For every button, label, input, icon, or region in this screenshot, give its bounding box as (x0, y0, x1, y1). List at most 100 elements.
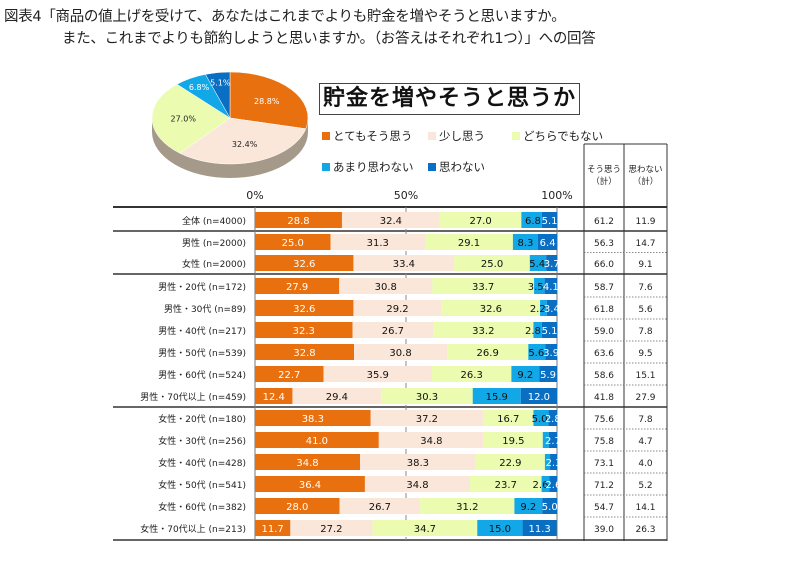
bar-segment-1 (323, 366, 432, 382)
category-label: 男性・40代 (n=217) (158, 325, 246, 337)
bar-data-label: 28.8 (287, 216, 309, 227)
bar-segment-0 (255, 322, 353, 338)
bar-segment-1 (330, 234, 426, 250)
bar-segment-3 (541, 476, 550, 492)
category-label: 女性・30代 (n=256) (158, 435, 246, 447)
table-cell-agree: 58.6 (594, 371, 614, 381)
bar-segment-4 (537, 234, 558, 250)
bar-data-label: 9.2 (517, 370, 533, 381)
bar-segment-0 (255, 520, 291, 536)
bar-data-label: 12.0 (528, 392, 550, 403)
bar-data-label: 34.8 (420, 436, 442, 447)
table-cell-disagree: 7.8 (638, 327, 653, 337)
table-cell-agree: 61.8 (594, 305, 614, 315)
bar-segment-2 (425, 234, 513, 250)
legend-label: 少し思う (439, 129, 485, 143)
bar-data-label: 30.8 (375, 282, 397, 293)
bar-data-label: 3.5 (528, 282, 544, 293)
bar-data-label: 32.4 (380, 216, 402, 227)
table-cell-disagree: 7.8 (638, 415, 653, 425)
bar-data-label: 23.7 (495, 480, 517, 491)
bar-data-label: 2.7 (545, 436, 561, 447)
bar-data-label: 5.6 (528, 348, 544, 359)
bar-data-label: 27.2 (320, 524, 342, 535)
table-cell-agree: 59.0 (594, 327, 614, 337)
category-label: 男性・70代以上 (n=459) (140, 391, 246, 403)
bar-segment-0 (255, 212, 342, 228)
bar-data-label: 31.2 (456, 502, 478, 513)
bar-data-label: 11.7 (262, 524, 284, 535)
bar-segment-0 (255, 234, 331, 250)
bar-segment-0 (255, 476, 365, 492)
bar-segment-0 (255, 454, 361, 470)
category-label: 男性・30代 (n=89) (164, 303, 246, 315)
bar-data-label: 32.8 (293, 348, 315, 359)
pie-data-label: 6.8% (189, 83, 210, 92)
bar-segment-4 (544, 278, 557, 294)
legend-item: 思わない (428, 159, 485, 175)
table-column-header: そう思う (587, 165, 621, 175)
legend-swatch (322, 132, 330, 140)
x-tick-label: 0% (246, 189, 263, 202)
bar-segment-4 (541, 212, 558, 228)
bar-data-label: 8.3 (517, 238, 533, 249)
pie-data-label: 27.0% (171, 115, 197, 124)
legend-swatch (322, 163, 330, 171)
bar-segment-1 (352, 322, 434, 338)
category-label: 女性・40代 (n=428) (158, 457, 246, 469)
pie-slice-0 (229, 71, 309, 130)
bar-data-label: 4.1 (543, 282, 559, 293)
bar-segment-3 (514, 498, 543, 514)
legend-label: 思わない (439, 160, 485, 174)
bar-segment-2 (441, 300, 541, 316)
table-cell-disagree: 11.9 (635, 217, 655, 227)
bar-data-label: 22.7 (278, 370, 300, 381)
bar-segment-2 (470, 476, 542, 492)
table-column-header: 思わない (628, 165, 662, 175)
bar-segment-2 (431, 366, 512, 382)
bar-data-label: 26.7 (382, 326, 404, 337)
bar-data-label: 35.9 (367, 370, 389, 381)
bar-segment-0 (255, 300, 354, 316)
table-cell-disagree: 9.1 (638, 260, 652, 270)
category-label: 全体 (n=4000) (182, 215, 246, 227)
category-label: 女性・70代以上 (n=213) (140, 523, 246, 535)
category-label: 男性・20代 (n=172) (158, 281, 246, 293)
bar-segment-3 (540, 300, 547, 316)
bar-data-label: 26.3 (461, 370, 483, 381)
bar-data-label: 2.2 (530, 304, 546, 315)
bar-data-label: 25.0 (481, 259, 503, 270)
bar-segment-3 (472, 388, 521, 404)
bar-segment-3 (529, 255, 547, 271)
category-label: 女性・20代 (n=180) (158, 413, 246, 425)
bar-data-label: 3.9 (543, 348, 559, 359)
bar-segment-2 (381, 388, 473, 404)
bar-segment-3 (542, 432, 549, 448)
bar-segment-3 (521, 212, 542, 228)
bar-data-label: 32.6 (480, 304, 502, 315)
bar-segment-2 (432, 278, 535, 294)
bar-segment-1 (339, 498, 421, 514)
bar-segment-1 (353, 255, 455, 271)
pie-slice-1 (179, 117, 307, 165)
bar-segment-3 (533, 322, 542, 338)
table-cell-disagree: 4.0 (638, 459, 653, 469)
bar-segment-1 (360, 454, 476, 470)
bar-segment-4 (546, 255, 558, 271)
bar-data-label: 37.2 (416, 414, 438, 425)
bar-segment-3 (544, 454, 551, 470)
table-cell-agree: 71.2 (594, 481, 614, 491)
legend-swatch (428, 163, 436, 171)
bar-segment-4 (546, 300, 557, 316)
bar-data-label: 29.1 (458, 238, 480, 249)
legend-swatch (512, 132, 520, 140)
table-cell-agree: 63.6 (594, 349, 614, 359)
category-label: 女性 (n=2000) (182, 258, 246, 270)
bar-data-label: 5.1 (542, 216, 558, 227)
bar-data-label: 29.2 (386, 304, 408, 315)
table-cell-disagree: 9.5 (638, 349, 652, 359)
bar-segment-2 (454, 255, 530, 271)
bar-data-label: 15.9 (486, 392, 508, 403)
table-cell-disagree: 14.1 (635, 503, 655, 513)
